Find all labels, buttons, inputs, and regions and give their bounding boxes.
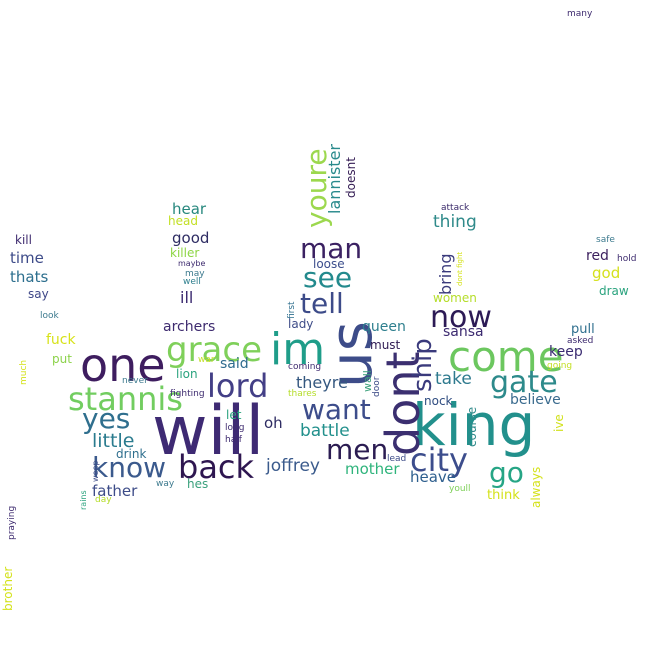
word-way: way [156,479,175,489]
word-lady: lady [288,317,314,331]
word-believe: believe [510,392,561,408]
word-put: put [52,352,72,366]
word-killer: killer [170,246,200,260]
word-hes: hes [187,477,209,491]
word-grace: grace [166,330,263,370]
word-im: im [270,324,326,375]
word-lord: lord [207,367,269,405]
word-father: father [92,482,138,500]
word-lannister: lannister [325,143,344,214]
word-good: good [172,229,210,247]
word-coming: coming [288,362,322,372]
word-asked: asked [567,336,594,346]
word-men: men [326,433,389,466]
word-now: now [430,300,492,335]
word-keep: keep [549,344,583,360]
word-thing: thing [433,212,477,232]
word-never: never [122,376,148,386]
word-bring: bring [436,253,455,295]
word-said: said [220,356,249,372]
word-archers: archers [163,319,216,335]
word-weep: weep [91,460,100,482]
word-come: come [448,332,564,381]
word-fuck: fuck [46,332,76,348]
word-city: city [410,441,468,479]
word-say: say [28,287,49,301]
word-long: long [225,423,245,433]
word-king: king [412,391,536,459]
word-maybe: maybe [178,259,206,268]
word-see: see [303,261,353,294]
word-must: must [370,338,401,352]
word-drink: drink [116,447,147,461]
word-head: head [168,214,198,228]
word-ive: ive [552,414,566,432]
word-sansa: sansa [443,324,484,340]
word-well: well [183,277,201,287]
word-doesnt: doesnt [344,157,358,198]
word-mother: mother [345,460,400,478]
word-much: much [19,359,29,385]
word-loose: loose [313,257,345,271]
word-going: going [547,361,573,371]
word-women: women [433,291,477,305]
word-thares: thares [288,389,317,399]
word-ill: ill [180,288,194,307]
word-hold: hold [617,254,637,264]
word-attack: attack [441,203,470,213]
word-joffrey: joffrey [266,456,320,476]
word-safe: safe [596,235,615,245]
word-stannis: stannis [68,380,183,418]
word-youll: youll [449,484,471,494]
word-draw: draw [599,284,629,298]
word-want: want [302,393,371,426]
word-war: war [198,355,215,365]
word-will: will [152,392,265,471]
word-look: look [40,311,59,321]
word-battle: battle [300,421,350,441]
word-ship: ship [408,338,438,392]
word-heave: heave [410,468,457,486]
word-theyre: theyre [296,373,348,392]
word-kill: kill [15,233,32,247]
word-know: know [92,451,166,484]
word-let: let [226,408,242,422]
word-god: god [592,264,621,282]
word-course: course [465,406,479,447]
word-fighting: fighting [170,389,205,399]
word-gate: gate [490,365,558,400]
word-may: may [185,269,205,279]
word-think: think [487,488,520,503]
word-half: half [225,435,242,445]
word-yes: yes [82,402,131,435]
word-nock: nock [424,394,453,408]
word-take: take [435,369,472,389]
word-dont-fight: dont fight [456,251,464,286]
word-always: always [529,466,543,508]
word-tell: tell [300,287,344,320]
word-thats: thats [10,268,49,286]
word-hear: hear [172,200,207,218]
word-time: time [10,249,44,267]
word-rains: rains [79,490,88,510]
word-go: go [489,456,524,489]
word-little: little [92,430,135,452]
word-pull: pull [571,322,595,337]
word-red: red [586,248,609,264]
word-oh: oh [264,414,283,432]
word-many: many [567,9,593,19]
word-door: door [372,376,382,397]
word-back: back [178,448,255,486]
word-man: man [300,232,363,265]
word-praying: praying [7,505,17,540]
word-one: one [80,338,166,392]
word-lion: lion [176,367,198,381]
word-day: day [95,495,112,505]
word-brother: brother [1,566,15,611]
word-lead: lead [387,454,407,464]
word-queen: queen [362,319,406,335]
